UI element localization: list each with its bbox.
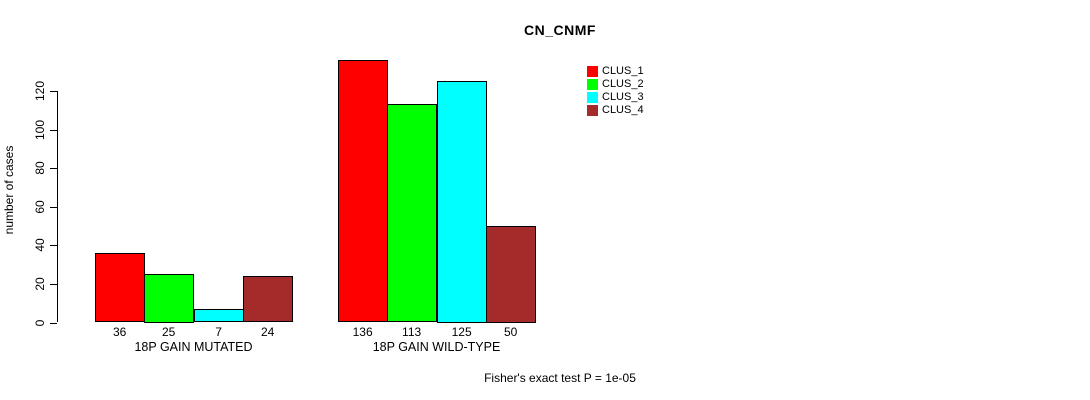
bar-value-label: 24 xyxy=(260,324,275,339)
bar-clus_2-2 xyxy=(387,104,437,323)
legend-label: CLUS_3 xyxy=(602,91,644,103)
y-tick-label: 0 xyxy=(33,319,47,326)
y-tick-label: 80 xyxy=(33,161,47,175)
bar-value-label: 25 xyxy=(161,324,176,339)
y-tick-mark xyxy=(50,90,57,92)
y-tick-mark xyxy=(50,168,57,170)
y-tick-mark xyxy=(50,283,57,285)
bar-value-label: 36 xyxy=(112,324,127,339)
legend-item: CLUS_4 xyxy=(587,104,644,117)
bar-value-label: 7 xyxy=(215,324,222,339)
legend-swatch-icon xyxy=(587,92,598,103)
y-axis-label: number of cases xyxy=(2,145,16,235)
y-tick-mark xyxy=(50,129,57,131)
bar-clus_4-1 xyxy=(243,276,293,323)
bar-clus_1-1 xyxy=(95,253,145,323)
legend-label: CLUS_2 xyxy=(602,78,644,90)
y-axis-line xyxy=(57,90,58,323)
bar-clus_3-2 xyxy=(437,81,487,323)
legend: CLUS_1 CLUS_2 CLUS_3 CLUS_4 xyxy=(587,65,644,117)
legend-item: CLUS_2 xyxy=(587,78,644,91)
bar-clus_3-1 xyxy=(194,308,244,323)
bar-value-label: 50 xyxy=(503,324,518,339)
bar-value-label: 136 xyxy=(352,324,373,339)
legend-item: CLUS_3 xyxy=(587,91,644,104)
legend-swatch-icon xyxy=(587,66,598,77)
bar-value-label: 125 xyxy=(451,324,472,339)
y-tick-label: 20 xyxy=(33,277,47,291)
legend-item: CLUS_1 xyxy=(587,65,644,78)
category-label: 18P GAIN WILD-TYPE xyxy=(372,340,501,354)
annotation-text: Fisher's exact test P = 1e-05 xyxy=(484,371,636,385)
chart-title: CN_CNMF xyxy=(524,22,596,38)
y-tick-mark xyxy=(50,245,57,247)
y-tick-label: 100 xyxy=(33,119,47,140)
bar-clus_1-2 xyxy=(338,60,388,323)
legend-swatch-icon xyxy=(587,79,598,90)
bar-clus_4-2 xyxy=(486,226,536,323)
y-tick-label: 40 xyxy=(33,238,47,252)
y-tick-label: 120 xyxy=(33,80,47,101)
y-tick-label: 60 xyxy=(33,200,47,214)
bar-clus_2-1 xyxy=(144,274,194,323)
y-tick-mark xyxy=(50,206,57,208)
legend-label: CLUS_4 xyxy=(602,104,644,116)
y-tick-mark xyxy=(50,322,57,324)
legend-label: CLUS_1 xyxy=(602,65,644,77)
category-label: 18P GAIN MUTATED xyxy=(134,340,253,354)
legend-swatch-icon xyxy=(587,105,598,116)
bar-value-label: 113 xyxy=(402,324,422,339)
